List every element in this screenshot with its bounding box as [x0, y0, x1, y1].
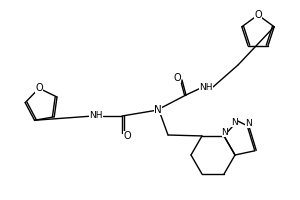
Text: N: N: [245, 119, 252, 128]
Text: NH: NH: [199, 82, 213, 92]
Text: O: O: [254, 10, 262, 20]
Text: N: N: [222, 128, 228, 137]
Text: N: N: [154, 105, 162, 115]
Text: O: O: [35, 83, 43, 93]
Text: NH: NH: [89, 112, 103, 120]
Text: O: O: [173, 73, 181, 83]
Text: N: N: [231, 118, 238, 127]
Text: O: O: [123, 131, 131, 141]
